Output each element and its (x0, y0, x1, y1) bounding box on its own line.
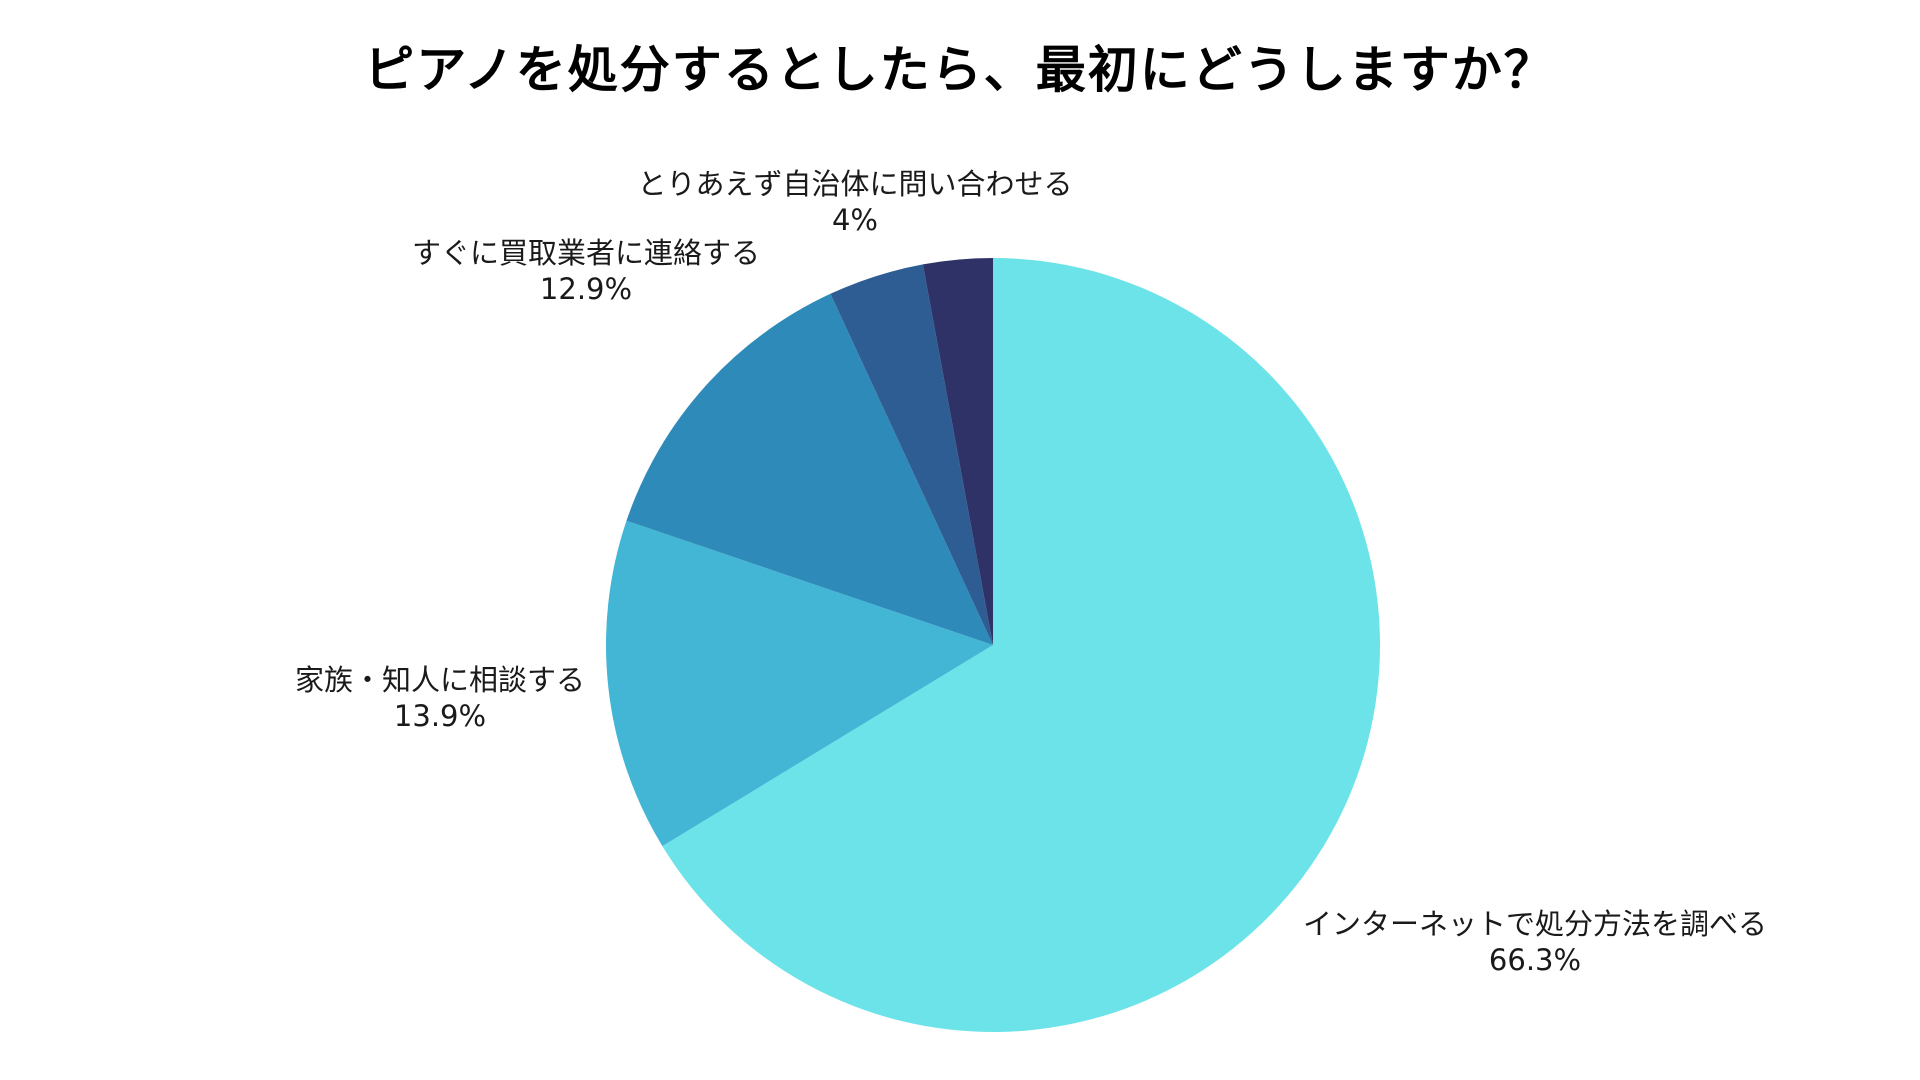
pie-slice-4 (922, 258, 993, 645)
slice-label-1: 家族・知人に相談する (295, 663, 585, 697)
chart-title: ピアノを処分するとしたら、最初にどうしますか？ (364, 41, 1556, 99)
slice-value-0: 66.3% (1489, 943, 1581, 977)
pie-slice-2 (626, 293, 993, 645)
pie-slice-0 (662, 258, 1381, 1032)
pie-slice-3 (830, 264, 993, 645)
pie-slices (606, 258, 1381, 1032)
slice-label-3: とりあえず自治体に問い合わせる (637, 167, 1072, 201)
slice-value-1: 13.9% (394, 699, 486, 733)
slice-label-0: インターネットで処分方法を調べる (1303, 907, 1767, 941)
slice-value-3: 4% (832, 203, 878, 237)
pie-slice-1 (606, 520, 993, 847)
slice-value-2: 12.9% (540, 272, 632, 306)
slice-label-2: すぐに買取業者に連絡する (412, 236, 760, 270)
